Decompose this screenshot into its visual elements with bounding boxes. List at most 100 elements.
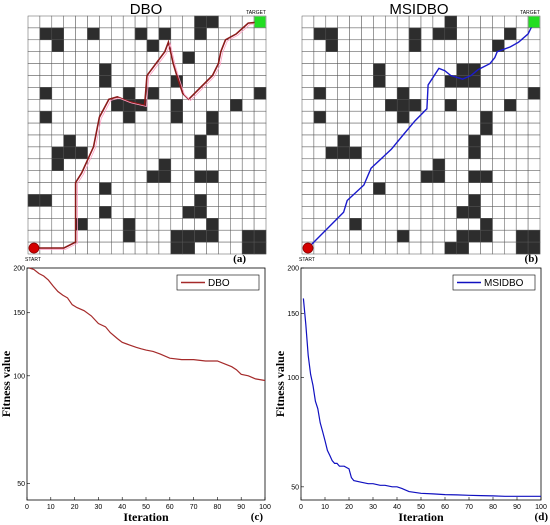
msidbo-grid-cell bbox=[408, 182, 422, 195]
dbo-x-tick-label: 80 bbox=[214, 504, 222, 511]
dbo-grid-cell bbox=[218, 146, 231, 160]
msidbo-grid-cell bbox=[420, 39, 434, 52]
dbo-grid-cell bbox=[230, 146, 243, 160]
dbo-grid-cell bbox=[146, 218, 160, 231]
dbo-grid-cell bbox=[39, 15, 53, 29]
dbo-grid-cell bbox=[122, 158, 136, 171]
dbo-grid-cell bbox=[111, 218, 124, 231]
dbo-x-tick-label: 100 bbox=[259, 504, 271, 511]
msidbo-obstacle-cell bbox=[527, 241, 541, 255]
msidbo-obstacle-cell bbox=[480, 170, 493, 183]
dbo-grid-cell bbox=[253, 206, 267, 219]
msidbo-curve-panel-label: (d) bbox=[535, 511, 549, 523]
msidbo-grid-cell bbox=[349, 158, 362, 171]
msidbo-obstacle-cell bbox=[373, 182, 386, 195]
msidbo-grid-cell bbox=[420, 134, 434, 148]
dbo-grid-cell bbox=[111, 241, 124, 255]
dbo-x-tick-label: 0 bbox=[25, 504, 29, 511]
msidbo-grid-cell bbox=[408, 146, 422, 160]
msidbo-grid-cell bbox=[444, 182, 457, 195]
dbo-path-line bbox=[34, 21, 261, 249]
msidbo-grid-cell bbox=[515, 110, 529, 124]
msidbo-grid-cell bbox=[468, 15, 481, 29]
dbo-obstacle-cell bbox=[158, 27, 172, 41]
msidbo-fitness-line bbox=[302, 298, 541, 497]
msidbo-grid-cell bbox=[301, 63, 315, 76]
dbo-obstacle-cell bbox=[27, 194, 41, 207]
msidbo-grid-cell bbox=[301, 146, 315, 160]
msidbo-grid-cell bbox=[492, 122, 505, 136]
msidbo-grid-cell bbox=[301, 134, 315, 148]
dbo-grid-cell bbox=[158, 241, 172, 255]
msidbo-grid-cell bbox=[444, 122, 457, 136]
dbo-grid-cell bbox=[39, 99, 53, 112]
msidbo-grid-cell bbox=[301, 51, 315, 64]
msidbo-grid-cell bbox=[325, 182, 338, 195]
msidbo-grid-cell bbox=[492, 134, 505, 148]
msidbo-grid-cell bbox=[515, 99, 529, 112]
msidbo-grid-cell bbox=[373, 99, 386, 112]
msidbo-grid-cell bbox=[373, 241, 386, 255]
dbo-grid-cell bbox=[63, 99, 76, 112]
msidbo-grid-cell bbox=[396, 206, 410, 219]
dbo-grid-cell bbox=[111, 63, 124, 76]
msidbo-grid-cell bbox=[301, 158, 315, 171]
dbo-grid-cell bbox=[218, 206, 231, 219]
msidbo-grid-cell bbox=[373, 39, 386, 52]
msidbo-grid-cell bbox=[456, 146, 469, 160]
dbo-grid-cell bbox=[122, 75, 136, 88]
dbo-grid-cell bbox=[51, 110, 64, 124]
dbo-grid-cell bbox=[111, 194, 124, 207]
msidbo-grid-cell bbox=[396, 39, 410, 52]
dbo-grid-cell bbox=[146, 27, 160, 41]
msidbo-grid-cell bbox=[385, 87, 398, 100]
dbo-grid-cell bbox=[206, 27, 219, 41]
dbo-grid-cell bbox=[170, 182, 183, 195]
msidbo-grid-cell bbox=[337, 51, 350, 64]
msidbo-grid-cell bbox=[492, 99, 505, 112]
dbo-grid-cell bbox=[218, 158, 231, 171]
msidbo-convergence-panel: 0 10 20 30 40 50 60 70 80 90 100 50 100 150 200 MSIDB… bbox=[273, 266, 548, 525]
dbo-grid-cell bbox=[111, 15, 124, 29]
msidbo-grid-cell bbox=[313, 206, 327, 219]
dbo-grid-cell bbox=[182, 170, 195, 183]
msidbo-plot-frame bbox=[300, 267, 542, 501]
dbo-grid-cell bbox=[218, 194, 231, 207]
dbo-grid-cell bbox=[218, 241, 231, 255]
dbo-grid-cell bbox=[158, 134, 172, 148]
msidbo-start-marker bbox=[302, 242, 314, 254]
msidbo-grid-cell bbox=[408, 51, 422, 64]
msidbo-grid-cell bbox=[349, 134, 362, 148]
msidbo-grid-cell bbox=[301, 75, 315, 88]
msidbo-grid-cell bbox=[325, 194, 338, 207]
msidbo-grid-cell bbox=[480, 75, 493, 88]
msidbo-legend: MSIDBO bbox=[452, 274, 536, 291]
dbo-grid-cell bbox=[87, 218, 100, 231]
dbo-start-marker bbox=[28, 242, 40, 254]
msidbo-grid-cell bbox=[480, 146, 493, 160]
msidbo-grid-cell bbox=[492, 170, 505, 183]
msidbo-obstacle-cell bbox=[468, 146, 481, 160]
dbo-path-halo bbox=[35, 22, 262, 250]
dbo-obstacle-cell bbox=[111, 99, 124, 112]
dbo-grid-cell bbox=[27, 110, 41, 124]
dbo-grid-cell bbox=[39, 63, 53, 76]
dbo-grid-cell bbox=[134, 122, 148, 136]
msidbo-obstacle-cell bbox=[515, 229, 529, 243]
msidbo-obstacle-cell bbox=[456, 241, 469, 255]
dbo-grid-cell bbox=[111, 134, 124, 148]
msidbo-obstacle-cell bbox=[468, 194, 481, 207]
dbo-grid-cell bbox=[39, 146, 53, 160]
msidbo-grid-cell bbox=[492, 27, 505, 41]
dbo-grid-cell bbox=[182, 134, 195, 148]
msidbo-grid-cell bbox=[456, 110, 469, 124]
dbo-obstacle-cell bbox=[99, 63, 112, 76]
dbo-grid-cell bbox=[230, 158, 243, 171]
dbo-grid-cell bbox=[87, 39, 100, 52]
msidbo-grid-cell bbox=[396, 15, 410, 29]
dbo-grid-cell bbox=[241, 110, 255, 124]
dbo-y-tick-label: 200 bbox=[13, 266, 25, 273]
dbo-obstacle-cell bbox=[206, 170, 219, 183]
msidbo-obstacle-cell bbox=[456, 63, 469, 76]
msidbo-grid-cell bbox=[504, 75, 517, 88]
